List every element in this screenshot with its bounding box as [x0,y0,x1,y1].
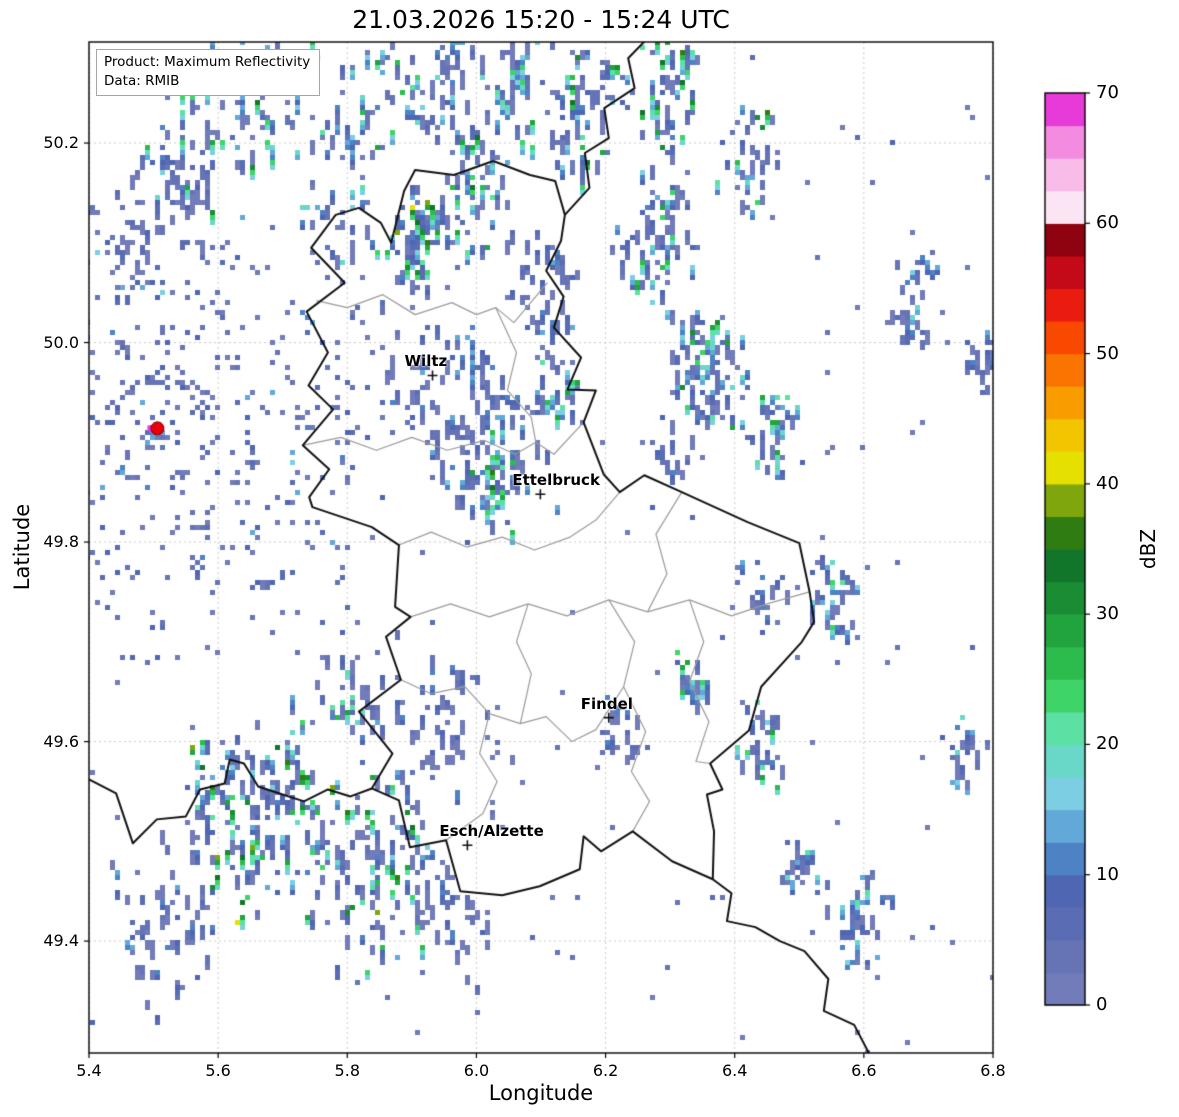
y-tick-label: 50.2 [43,133,79,153]
chart-title: 21.03.2026 15:20 - 15:24 UTC [352,5,730,34]
x-axis-label: Longitude [488,1081,594,1105]
x-tick-label: 5.4 [76,1061,102,1080]
x-tick-label: 5.6 [205,1061,231,1080]
colorbar-tick-label: 20 [1096,733,1119,755]
colorbar-tick-label: 40 [1096,472,1119,494]
x-tick-label: 6.6 [851,1061,877,1080]
city-label: Ettelbruck [512,471,600,490]
colorbar-label: dBZ [1136,528,1160,570]
colorbar-tick-label: 60 [1096,212,1119,234]
y-tick-label: 49.8 [43,532,79,552]
y-tick-label: 49.6 [43,731,79,751]
city-label: Esch/Alzette [439,822,544,841]
y-tick-label: 49.4 [43,931,79,951]
city-label: Wiltz [404,352,448,371]
x-tick-label: 6.4 [721,1061,748,1080]
colorbar-tick-label: 0 [1096,994,1108,1015]
x-tick-label: 5.8 [334,1061,360,1080]
y-tick-label: 50.0 [43,332,79,352]
x-tick-label: 6.0 [463,1061,490,1080]
colorbar-tick-label: 10 [1096,863,1119,885]
colorbar-tick-label: 70 [1096,82,1119,103]
x-tick-label: 6.8 [980,1061,1006,1080]
city-label: Findel [580,694,633,713]
info-box: Product: Maximum Reflectivity Data: RMIB [96,49,321,96]
colorbar-tick-label: 50 [1096,342,1119,364]
data-source-label: Data: RMIB [104,72,180,89]
product-label: Product: Maximum Reflectivity [104,54,311,70]
x-tick-label: 6.2 [592,1061,619,1080]
colorbar-tick-label: 30 [1096,603,1119,625]
